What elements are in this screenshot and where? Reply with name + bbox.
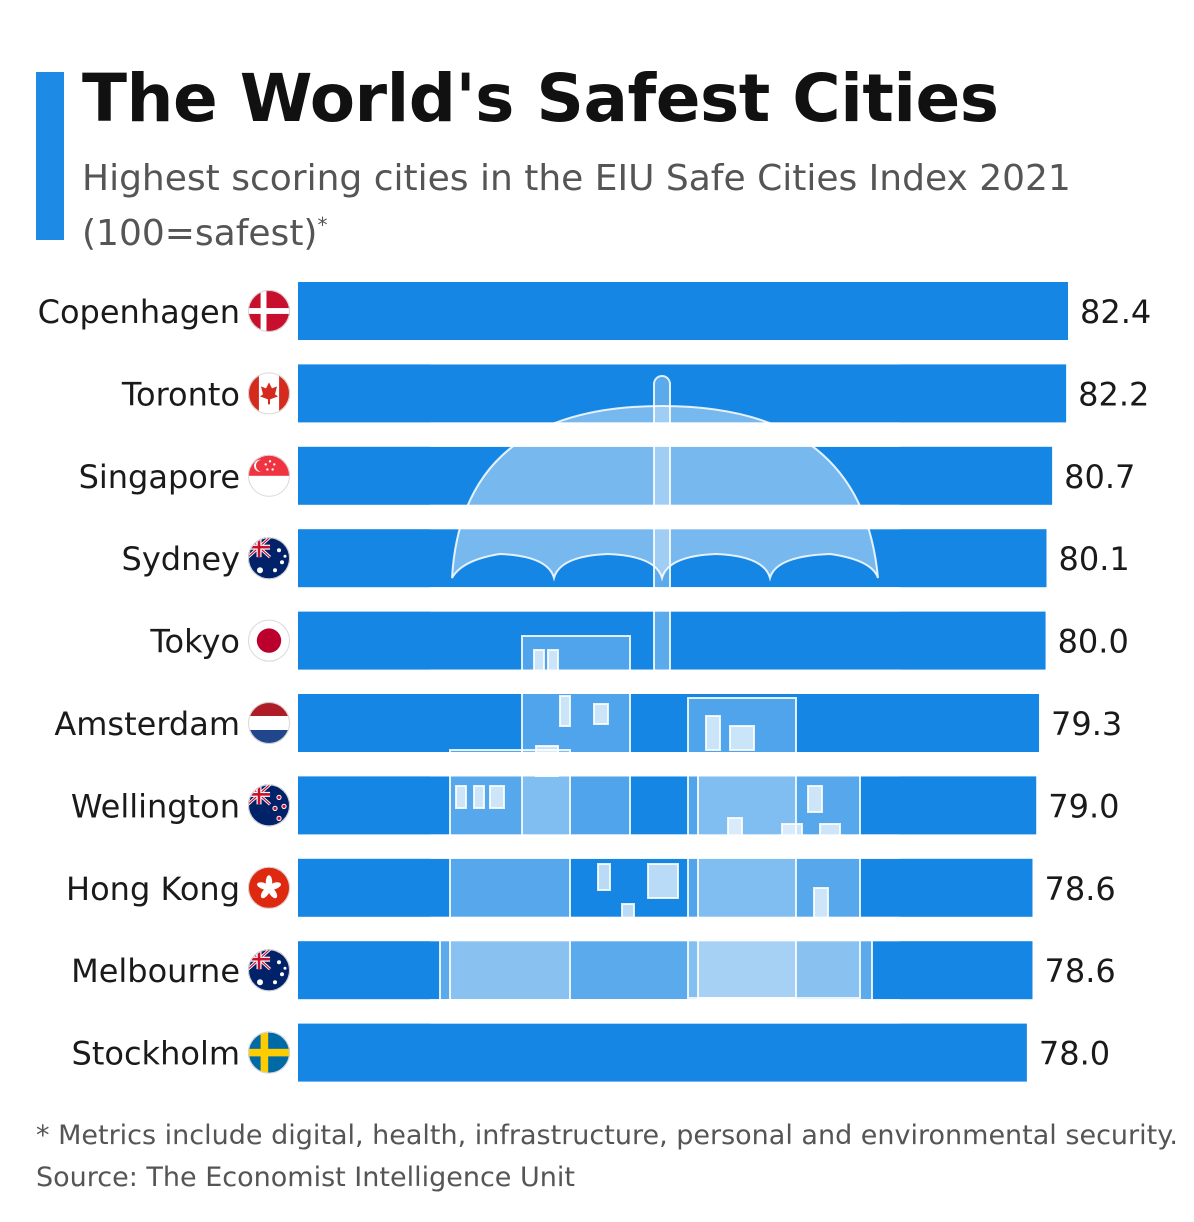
chart-title: The World's Safest Cities — [82, 60, 999, 137]
row-gap — [430, 752, 900, 777]
row-gap — [430, 669, 900, 694]
row-gap — [430, 340, 900, 365]
umbrella-city-illustration — [439, 375, 879, 1001]
singapore-flag-icon — [248, 454, 290, 497]
source-note: Source: The Economist Intelligence Unit — [36, 1162, 575, 1193]
title-accent-bar — [36, 72, 64, 240]
bar — [298, 1023, 1027, 1082]
category-label: Melbourne — [71, 952, 240, 990]
value-label: 82.2 — [1078, 375, 1149, 413]
category-label: Copenhagen — [38, 293, 240, 331]
denmark-flag-icon — [248, 290, 290, 332]
netherlands-flag-icon — [248, 702, 290, 744]
value-label: 78.6 — [1044, 952, 1115, 990]
value-label: 80.7 — [1064, 458, 1135, 496]
bar — [298, 941, 1033, 1000]
category-label: Stockholm — [72, 1035, 240, 1073]
canada-flag-icon — [248, 372, 290, 415]
footnote: * Metrics include digital, health, infra… — [36, 1120, 1178, 1151]
bar — [298, 694, 1040, 752]
subtitle-footnote-marker: * — [317, 213, 328, 237]
value-label: 79.0 — [1048, 787, 1119, 825]
new-zealand-flag-icon — [248, 784, 290, 827]
chart-subtitle: Highest scoring cities in the EIU Safe C… — [82, 156, 1162, 257]
bar — [298, 611, 1046, 670]
value-label: 78.6 — [1044, 870, 1115, 908]
bars-layer — [298, 282, 1068, 1082]
hong-kong-flag-icon — [248, 866, 290, 909]
row-gap — [430, 999, 900, 1024]
australia-flag-icon — [248, 949, 290, 992]
value-label: 80.1 — [1059, 540, 1130, 578]
value-label: 82.4 — [1080, 293, 1151, 331]
bar — [298, 282, 1068, 340]
category-label: Singapore — [79, 458, 240, 496]
value-label: 79.3 — [1051, 705, 1122, 743]
row-gap — [430, 916, 900, 942]
bar — [298, 529, 1047, 588]
category-label: Toronto — [121, 375, 240, 413]
bar — [298, 364, 1067, 423]
australia-flag-icon — [248, 537, 290, 580]
value-label: 80.0 — [1058, 623, 1129, 661]
labels-layer: Copenhagen 82.4 Toronto 82.2 Singapore 80.7 Sy… — [38, 290, 1151, 1074]
bar-chart: Copenhagen 82.4 Toronto 82.2 Singapore 80.7 Sy… — [38, 282, 1151, 1082]
japan-flag-icon — [248, 619, 290, 662]
category-label: Tokyo — [149, 623, 240, 661]
bar — [298, 446, 1053, 505]
row-gap — [430, 504, 900, 530]
sweden-flag-icon — [248, 1031, 290, 1074]
subtitle-text: Highest scoring cities in the EIU Safe C… — [82, 158, 1071, 254]
row-gap — [430, 587, 900, 612]
category-label: Wellington — [71, 787, 240, 825]
value-label: 78.0 — [1039, 1035, 1110, 1073]
category-label: Hong Kong — [66, 870, 240, 908]
bar — [298, 776, 1037, 835]
category-label: Sydney — [122, 540, 240, 578]
category-label: Amsterdam — [54, 705, 240, 743]
row-gap — [430, 422, 900, 447]
